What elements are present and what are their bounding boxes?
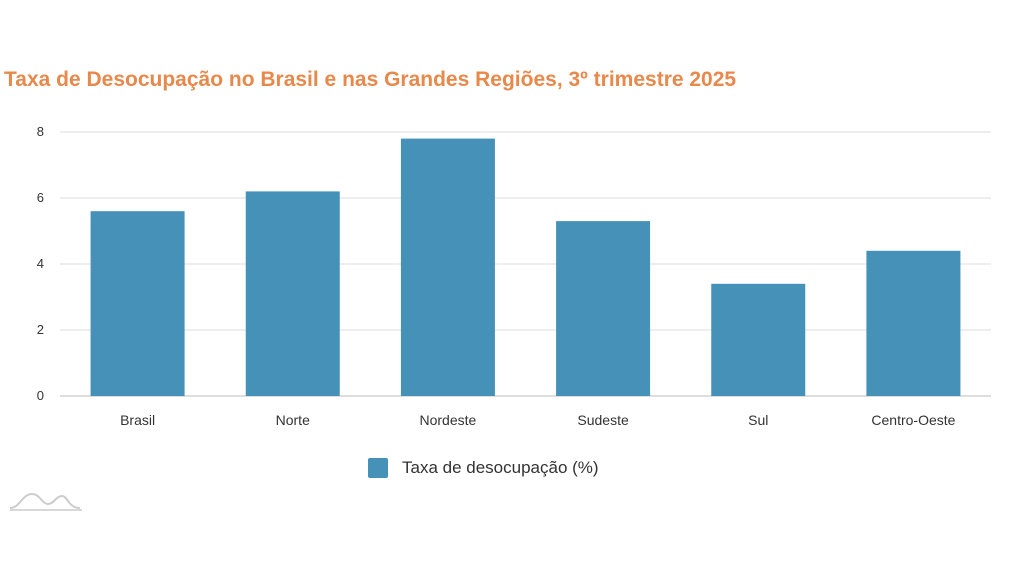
grid-lines [60,131,991,397]
chart-title: Taxa de Desocupação no Brasil e nas Gran… [4,68,737,91]
x-tick-label: Centro-Oeste [871,412,955,428]
bar-brasil[interactable] [90,211,185,396]
bars [90,138,961,396]
x-tick-label: Sudeste [577,412,629,428]
y-tick-label: 2 [37,322,44,337]
bar-chart: 0 2 4 6 8 Brasil Norte Nordeste Sudeste Sul Centr… [37,124,991,428]
bar-sul[interactable] [711,283,806,396]
y-tick-label: 6 [37,190,44,205]
x-tick-label: Norte [276,412,310,428]
legend[interactable]: Taxa de desocupação (%) [368,458,599,478]
bar-sudeste[interactable] [556,221,651,396]
x-tick-label: Sul [748,412,768,428]
y-tick-label: 0 [37,388,44,403]
legend-label: Taxa de desocupação (%) [402,458,599,477]
bar-centro-oeste[interactable] [866,250,961,396]
y-tick-label: 4 [37,256,44,271]
x-axis-labels: Brasil Norte Nordeste Sudeste Sul Centro-Oest… [120,412,956,428]
hills-wave-icon [9,492,82,511]
y-axis-ticks: 0 2 4 6 8 [37,124,44,403]
x-tick-label: Nordeste [420,412,477,428]
x-tick-label: Brasil [120,412,155,428]
bar-norte[interactable] [245,191,340,396]
legend-swatch [368,458,388,478]
y-tick-label: 8 [37,124,44,139]
bar-nordeste[interactable] [400,138,495,396]
